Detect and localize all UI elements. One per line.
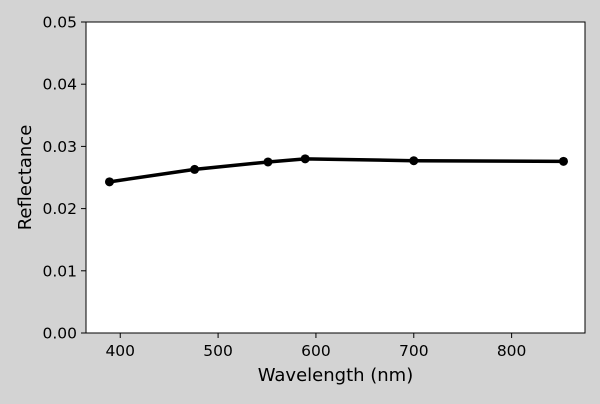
plot-frame [85, 21, 586, 334]
y-tick-label: 0.05 [42, 14, 77, 32]
y-tick-label: 0.04 [42, 76, 77, 94]
x-tick-label: 400 [105, 342, 135, 360]
axis-ticks: 400 500 600 700 800 0.00 0.01 0.02 0.03 0.04 0.05 [42, 14, 526, 361]
x-axis-label: Wavelength (nm) [258, 365, 414, 386]
x-tick-label: 600 [301, 342, 331, 360]
y-tick-label: 0.00 [42, 325, 77, 343]
y-tick-label: 0.02 [42, 200, 77, 218]
y-tick-label: 0.03 [42, 138, 77, 156]
series-layer [104, 154, 568, 187]
x-tick-label: 500 [203, 342, 233, 360]
x-tick-label: 800 [497, 342, 527, 360]
data-point [300, 154, 310, 164]
plot-area [86, 22, 585, 333]
data-point [558, 156, 568, 166]
series-line [107, 157, 566, 184]
y-axis-label: Reflectance [15, 125, 36, 231]
data-point [263, 157, 273, 167]
data-point [190, 164, 200, 174]
y-tick-label: 0.01 [42, 262, 77, 280]
x-tick-label: 700 [399, 342, 429, 360]
data-point [409, 156, 419, 166]
data-point [104, 177, 114, 187]
